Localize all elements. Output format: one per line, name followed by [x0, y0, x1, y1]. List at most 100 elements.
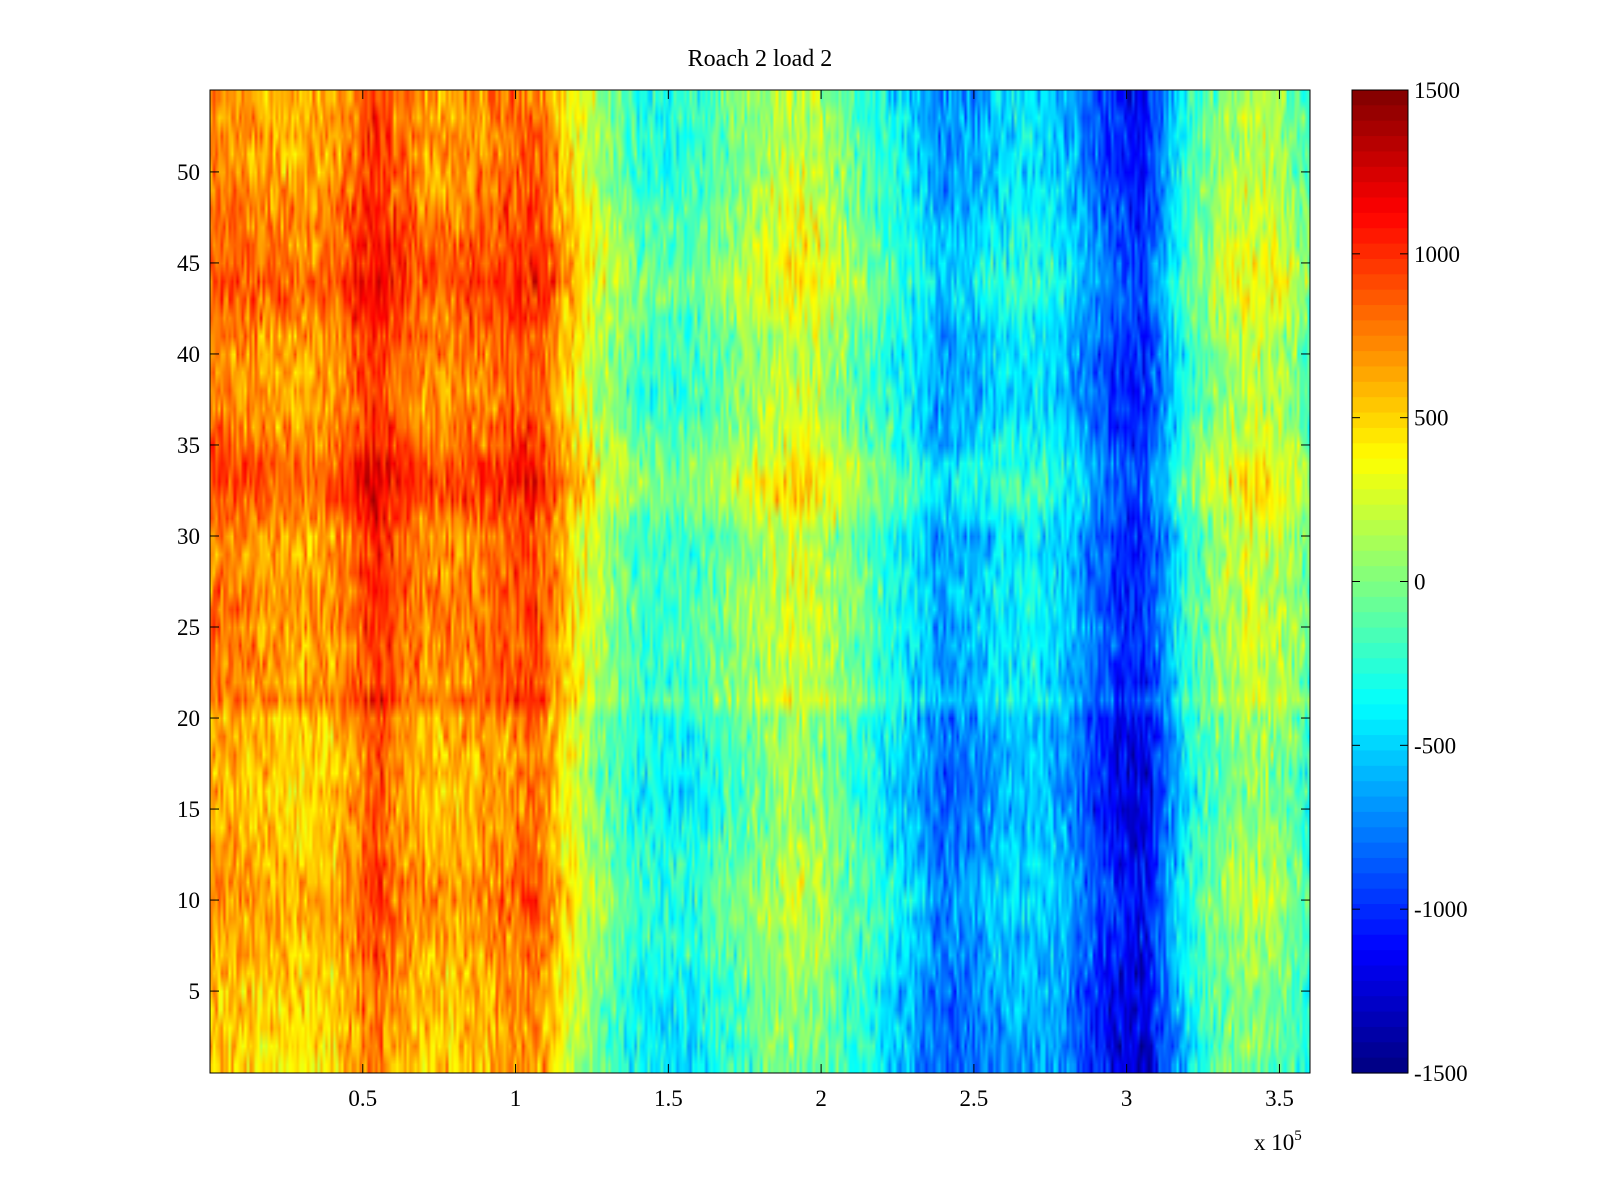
- colorbar-tick-label: 0: [1414, 570, 1426, 595]
- colorbar-band: [1352, 212, 1408, 229]
- y-tick-label: 15: [177, 797, 200, 822]
- colorbar-band: [1352, 965, 1408, 982]
- colorbar-band: [1352, 412, 1408, 429]
- colorbar-band: [1352, 811, 1408, 828]
- colorbar-band: [1352, 1011, 1408, 1028]
- colorbar-tick-label: -1000: [1414, 897, 1468, 922]
- colorbar-band: [1352, 443, 1408, 460]
- colorbar-band: [1352, 888, 1408, 905]
- colorbar-band: [1352, 934, 1408, 951]
- colorbar: [1352, 90, 1408, 1074]
- colorbar-band: [1352, 857, 1408, 874]
- x-tick-label: 2: [815, 1086, 827, 1111]
- colorbar-band: [1352, 796, 1408, 813]
- heatmap-image: [210, 90, 1310, 1073]
- colorbar-band: [1352, 765, 1408, 782]
- y-tick-label: 5: [189, 979, 201, 1004]
- y-axis: 5 10 15 20 25 30 35 40 45 50: [177, 160, 1310, 1004]
- colorbar-band: [1352, 458, 1408, 475]
- colorbar-tick-label: 1500: [1414, 78, 1460, 103]
- colorbar-band: [1352, 151, 1408, 168]
- colorbar-band: [1352, 105, 1408, 122]
- colorbar-band: [1352, 274, 1408, 291]
- x-tick-label: 3.5: [1265, 1086, 1294, 1111]
- colorbar-band: [1352, 550, 1408, 567]
- colorbar-band: [1352, 581, 1408, 598]
- x-axis-exponent: x 105: [1254, 1128, 1302, 1155]
- colorbar-band: [1352, 627, 1408, 644]
- colorbar-band: [1352, 351, 1408, 368]
- colorbar-band: [1352, 873, 1408, 890]
- colorbar-band: [1352, 658, 1408, 675]
- y-tick-label: 45: [177, 251, 200, 276]
- colorbar-axis: 1500 1000 500 0 -500 -1000 -1500: [1352, 78, 1468, 1086]
- colorbar-tick-label: -500: [1414, 733, 1456, 758]
- colorbar-band: [1352, 397, 1408, 414]
- colorbar-band: [1352, 642, 1408, 659]
- colorbar-band: [1352, 136, 1408, 153]
- colorbar-band: [1352, 735, 1408, 752]
- colorbar-band: [1352, 1042, 1408, 1059]
- colorbar-band: [1352, 842, 1408, 859]
- colorbar-band: [1352, 305, 1408, 321]
- colorbar-tick-label: 500: [1414, 406, 1449, 431]
- colorbar-band: [1352, 566, 1408, 583]
- colorbar-band: [1352, 197, 1408, 214]
- colorbar-band: [1352, 919, 1408, 936]
- y-tick-label: 35: [177, 433, 200, 458]
- colorbar-band: [1352, 904, 1408, 921]
- colorbar-tick-label: -1500: [1414, 1061, 1468, 1086]
- y-tick-label: 40: [177, 342, 200, 367]
- x-tick-label: 2.5: [960, 1086, 989, 1111]
- colorbar-band: [1352, 243, 1408, 260]
- colorbar-band: [1352, 335, 1408, 352]
- colorbar-band: [1352, 673, 1408, 690]
- y-tick-label: 50: [177, 160, 200, 185]
- colorbar-band: [1352, 473, 1408, 490]
- colorbar-band: [1352, 1026, 1408, 1043]
- colorbar-band: [1352, 120, 1408, 137]
- colorbar-band: [1352, 320, 1408, 337]
- chart-title: Roach 2 load 2: [688, 46, 833, 72]
- colorbar-band: [1352, 427, 1408, 444]
- y-tick-label: 10: [177, 888, 200, 913]
- x-axis: 0.5 1 1.5 2 2.5 3 3.5: [348, 90, 1294, 1111]
- y-tick-label: 25: [177, 615, 200, 640]
- colorbar-band: [1352, 750, 1408, 767]
- colorbar-band: [1352, 704, 1408, 721]
- x-tick-label: 1: [510, 1086, 522, 1111]
- colorbar-band: [1352, 381, 1408, 398]
- colorbar-band: [1352, 980, 1408, 997]
- colorbar-band: [1352, 689, 1408, 705]
- colorbar-band: [1352, 996, 1408, 1013]
- colorbar-band: [1352, 1057, 1408, 1074]
- colorbar-band: [1352, 596, 1408, 613]
- colorbar-tick-label: 1000: [1414, 242, 1460, 267]
- colorbar-band: [1352, 182, 1408, 199]
- x-exponent-base: x 10: [1254, 1130, 1294, 1155]
- colorbar-band: [1352, 535, 1408, 552]
- x-tick-label: 1.5: [654, 1086, 683, 1111]
- colorbar-band: [1352, 827, 1408, 844]
- plot-frame: [209, 89, 1311, 1074]
- colorbar-band: [1352, 781, 1408, 798]
- colorbar-band: [1352, 366, 1408, 383]
- heatmap-area: [210, 90, 1310, 1073]
- colorbar-band: [1352, 166, 1408, 183]
- colorbar-band: [1352, 612, 1408, 629]
- colorbar-band: [1352, 489, 1408, 506]
- x-exponent-power: 5: [1294, 1128, 1302, 1144]
- y-tick-label: 30: [177, 524, 200, 549]
- colorbar-band: [1352, 289, 1408, 306]
- x-tick-label: 3: [1121, 1086, 1133, 1111]
- colorbar-band: [1352, 258, 1408, 275]
- colorbar-band: [1352, 504, 1408, 521]
- colorbar-band: [1352, 950, 1408, 967]
- colorbar-band: [1352, 719, 1408, 736]
- colorbar-band: [1352, 90, 1408, 106]
- x-tick-label: 0.5: [348, 1086, 377, 1111]
- colorbar-band: [1352, 520, 1408, 537]
- y-tick-label: 20: [177, 706, 200, 731]
- colorbar-band: [1352, 228, 1408, 245]
